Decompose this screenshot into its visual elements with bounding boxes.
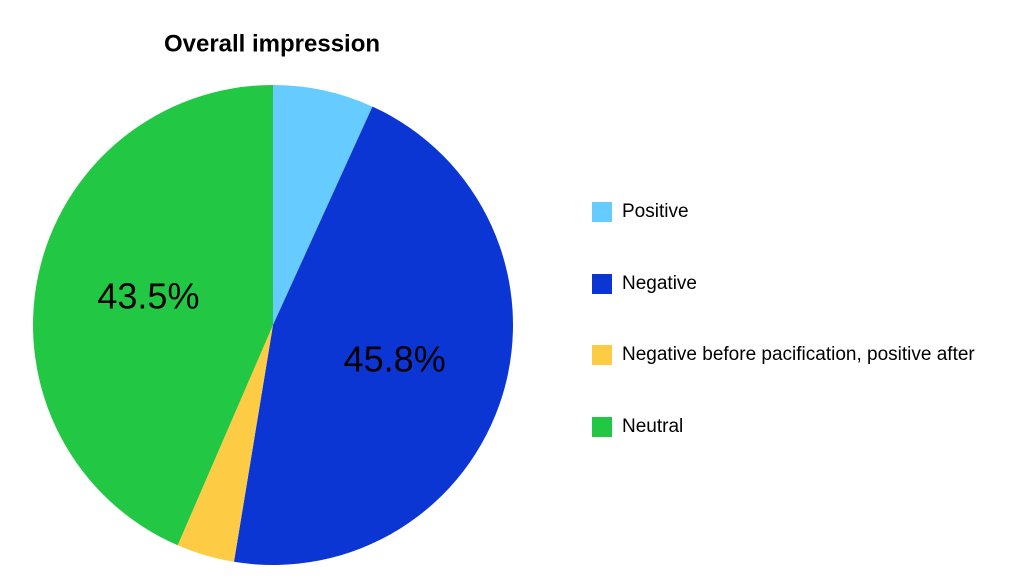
legend-swatch — [592, 417, 612, 437]
pie-slice — [233, 106, 513, 565]
legend-item: Neutral — [592, 415, 992, 439]
chart-title: Overall impression — [164, 30, 380, 57]
legend-item: Negative before pacification, positive a… — [592, 343, 992, 367]
pie-slice — [33, 85, 273, 546]
legend-label: Positive — [622, 201, 689, 222]
legend-item: Positive — [592, 200, 992, 224]
legend-label: Neutral — [622, 416, 684, 437]
legend-swatch — [592, 274, 612, 294]
data-label: 43.5% — [97, 276, 199, 317]
legend-swatch — [592, 202, 612, 222]
legend-swatch — [592, 345, 612, 365]
legend-label: Negative — [622, 273, 697, 294]
data-label: 45.8% — [344, 339, 446, 380]
pie-slice — [177, 325, 273, 562]
legend-item: Negative — [592, 272, 992, 296]
pie-slice — [273, 85, 373, 325]
legend-label: Negative before pacification, positive a… — [622, 344, 975, 365]
